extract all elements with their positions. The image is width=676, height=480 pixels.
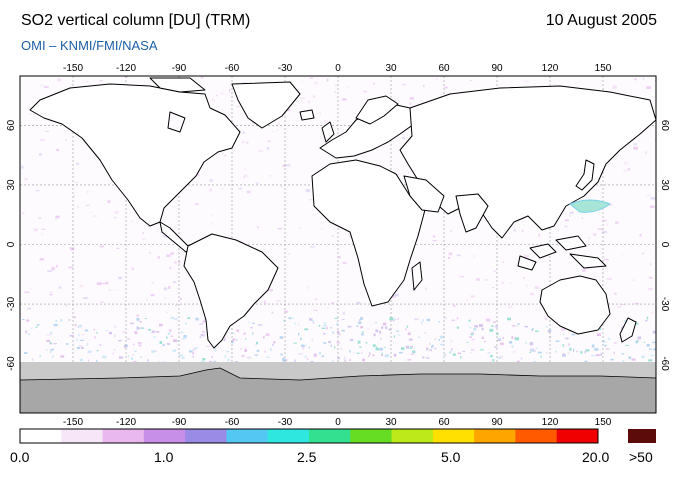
colorbar-overflow-label: >50 bbox=[629, 449, 653, 465]
lon-tick-label: -60 bbox=[225, 63, 240, 74]
lon-tick-label: 0 bbox=[335, 417, 341, 428]
lon-tick-label: 120 bbox=[542, 63, 559, 74]
latitude-ticks-right: 60 30 0 -30 -60 bbox=[659, 120, 670, 371]
lon-tick-label: -30 bbox=[278, 63, 293, 74]
map-title: SO2 vertical column [DU] (TRM) bbox=[21, 12, 251, 29]
lat-tick-label: 60 bbox=[6, 119, 17, 131]
colorbar-swatch bbox=[474, 429, 516, 443]
longitude-ticks-top: -150 -120 -90 -60 -30 0 30 60 90 120 150 bbox=[63, 63, 612, 74]
colorbar-label-0: 0.0 bbox=[10, 449, 30, 465]
map-frame bbox=[19, 75, 657, 414]
lon-tick-label: -150 bbox=[63, 63, 83, 74]
lat-tick-label: -60 bbox=[659, 356, 670, 371]
colorbar-swatch bbox=[350, 429, 393, 443]
map-date: 10 August 2005 bbox=[545, 12, 657, 29]
colorbar-label-2: 2.5 bbox=[297, 449, 317, 465]
lon-tick-label: 150 bbox=[595, 417, 612, 428]
lon-tick-label: 120 bbox=[542, 417, 559, 428]
lat-tick-label: 30 bbox=[659, 179, 670, 191]
north-america-outline bbox=[29, 83, 241, 227]
colorbar-swatch bbox=[432, 429, 475, 443]
africa-outline bbox=[311, 159, 427, 307]
lon-tick-label: 60 bbox=[438, 63, 450, 74]
colorbar-label-1: 1.0 bbox=[154, 449, 174, 465]
colorbar-swatch bbox=[20, 429, 62, 443]
lat-tick-label: 30 bbox=[6, 179, 17, 191]
lon-tick-label: 150 bbox=[595, 63, 612, 74]
lon-tick-label: 90 bbox=[491, 63, 503, 74]
colorbar-frame bbox=[19, 428, 599, 444]
lat-tick-label: 0 bbox=[6, 241, 17, 247]
lon-tick-label: -120 bbox=[116, 63, 136, 74]
lon-tick-label: -90 bbox=[172, 417, 187, 428]
colorbar-swatch bbox=[391, 429, 434, 443]
colorbar-swatch bbox=[143, 429, 186, 443]
colorbar-swatch bbox=[556, 429, 599, 443]
lon-tick-label: -90 bbox=[172, 63, 187, 74]
colorbar-swatch bbox=[226, 429, 269, 443]
colorbar-label-4: 20.0 bbox=[582, 449, 610, 465]
greenland-outline bbox=[231, 81, 301, 129]
lon-tick-label: 30 bbox=[385, 63, 397, 74]
longitude-ticks-bottom: -150 -120 -90 -60 -30 0 30 60 90 120 150 bbox=[63, 417, 612, 428]
colorbar-swatch bbox=[267, 429, 310, 443]
latitude-ticks-left: 60 30 0 -30 -60 bbox=[6, 119, 17, 370]
japan-outline bbox=[575, 159, 595, 191]
lon-tick-label: -150 bbox=[63, 417, 83, 428]
coastlines bbox=[29, 77, 656, 349]
colorbar-swatch bbox=[102, 429, 145, 443]
lat-tick-label: 60 bbox=[659, 120, 670, 132]
lon-tick-label: 0 bbox=[335, 63, 341, 74]
lon-tick-label: -120 bbox=[116, 417, 136, 428]
colorbar-overflow-swatch bbox=[628, 429, 656, 443]
colorbar-swatch bbox=[185, 429, 227, 443]
lon-tick-label: 30 bbox=[385, 417, 397, 428]
colorbar-label-3: 5.0 bbox=[441, 449, 461, 465]
so2-plume bbox=[569, 199, 612, 213]
lon-tick-label: -60 bbox=[225, 417, 240, 428]
colorbar-swatch bbox=[61, 429, 104, 443]
colorbar-swatch bbox=[515, 429, 558, 443]
antarctica bbox=[20, 367, 656, 413]
lat-tick-label: -30 bbox=[659, 297, 670, 312]
lon-tick-label: 60 bbox=[438, 417, 450, 428]
lat-tick-label: -30 bbox=[6, 296, 17, 311]
data-credit: OMI – KNMI/FMI/NASA bbox=[21, 38, 158, 53]
lon-tick-label: 90 bbox=[491, 417, 503, 428]
lat-tick-label: 0 bbox=[659, 242, 670, 248]
lon-tick-label: -30 bbox=[278, 417, 293, 428]
south-america-outline bbox=[183, 233, 279, 349]
colorbar bbox=[19, 428, 599, 444]
lat-tick-label: -60 bbox=[6, 356, 17, 371]
australia-outline bbox=[539, 275, 611, 335]
colorbar-swatch bbox=[309, 429, 351, 443]
